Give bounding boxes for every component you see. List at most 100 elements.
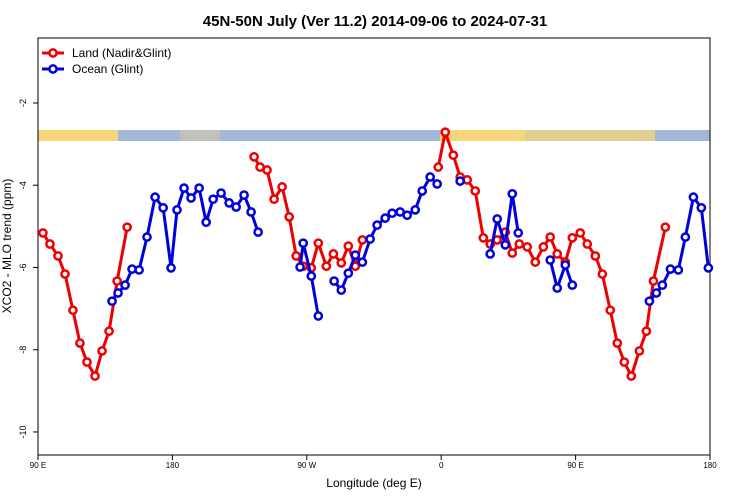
y-tick-label: -10 <box>18 425 28 438</box>
data-point <box>651 288 662 298</box>
x-tick-label: 0 <box>439 461 444 470</box>
data-point <box>507 248 518 258</box>
data-point <box>45 239 55 249</box>
data-point <box>657 280 668 291</box>
x-tick-label: 90 E <box>567 461 583 470</box>
data-point <box>186 193 196 203</box>
data-point <box>262 165 272 175</box>
data-point <box>321 261 332 272</box>
data-point <box>644 296 655 307</box>
x-tick-label: 90 W <box>297 461 316 470</box>
data-point <box>433 162 444 172</box>
data-point <box>365 234 375 244</box>
data-point <box>530 257 541 267</box>
data-point <box>104 326 114 337</box>
data-point <box>291 251 302 261</box>
data-point <box>313 311 324 321</box>
data-point <box>432 179 443 189</box>
data-point <box>343 268 354 279</box>
data-point <box>660 222 671 233</box>
data-point <box>522 242 533 252</box>
data-point <box>357 235 368 245</box>
data-point <box>336 258 347 268</box>
data-point <box>590 251 601 261</box>
data-point <box>82 357 92 367</box>
data-point <box>552 283 563 293</box>
chart-title: 45N-50N July (Ver 11.2) 2014-09-06 to 20… <box>203 13 547 30</box>
data-point <box>112 276 122 286</box>
data-point <box>545 255 556 265</box>
data-point <box>597 269 608 279</box>
data-point <box>350 250 361 260</box>
data-point <box>372 220 382 230</box>
data-point <box>513 228 524 238</box>
data-point <box>328 249 339 259</box>
map-strip <box>38 130 710 141</box>
series-line <box>110 174 710 317</box>
data-point <box>545 232 556 242</box>
data-point <box>216 188 226 198</box>
data-point <box>343 241 354 251</box>
data-point <box>425 172 435 182</box>
legend-label: Land (Nadir&Glint) <box>72 46 171 60</box>
data-point <box>239 190 249 200</box>
data-point <box>696 202 707 213</box>
data-point <box>648 276 659 286</box>
data-point <box>470 186 481 196</box>
data-point <box>634 346 645 356</box>
data-point <box>417 186 428 196</box>
data-point <box>107 296 117 307</box>
legend-swatch-point <box>48 48 58 58</box>
y-tick-label: -8 <box>18 346 28 354</box>
data-point <box>53 251 63 261</box>
data-point <box>703 263 714 273</box>
data-point <box>97 346 107 356</box>
data-point <box>166 263 176 273</box>
data-point <box>575 228 586 238</box>
data-point <box>673 265 684 275</box>
data-point <box>626 371 637 381</box>
data-point <box>552 249 563 259</box>
data-point <box>158 202 168 213</box>
x-tick-label: 180 <box>166 461 180 470</box>
data-point <box>612 338 623 348</box>
data-point <box>440 127 451 138</box>
data-point <box>605 305 616 316</box>
data-point <box>208 194 219 205</box>
data-point <box>402 210 413 221</box>
data-point <box>60 269 70 279</box>
data-point <box>357 257 368 267</box>
data-point <box>201 217 211 228</box>
data-point <box>567 280 578 291</box>
data-point <box>246 207 256 217</box>
data-point <box>507 189 518 199</box>
data-point <box>329 276 339 286</box>
data-point <box>336 285 347 295</box>
data-point <box>514 239 525 249</box>
data-point <box>120 280 130 291</box>
data-point <box>582 239 593 249</box>
data-point <box>567 233 578 243</box>
data-point <box>298 238 309 249</box>
legend-swatch-point <box>48 64 58 74</box>
data-point <box>142 232 152 242</box>
data-point <box>172 205 182 215</box>
data-point <box>478 233 489 243</box>
data-point <box>448 150 459 161</box>
data-point <box>90 371 100 381</box>
plot-frame <box>37 37 711 456</box>
data-point <box>387 208 398 219</box>
data-point <box>680 232 691 242</box>
data-point <box>492 214 503 224</box>
data-point <box>224 198 234 208</box>
data-point <box>560 260 571 270</box>
legend-label: Ocean (Glint) <box>72 62 143 76</box>
data-point <box>306 271 317 281</box>
data-point <box>231 202 242 212</box>
data-point <box>455 176 466 186</box>
data-point <box>113 288 123 298</box>
data-point <box>179 183 189 193</box>
data-point <box>410 205 421 215</box>
y-tick-label: -6 <box>18 263 28 271</box>
data-point <box>619 357 630 367</box>
